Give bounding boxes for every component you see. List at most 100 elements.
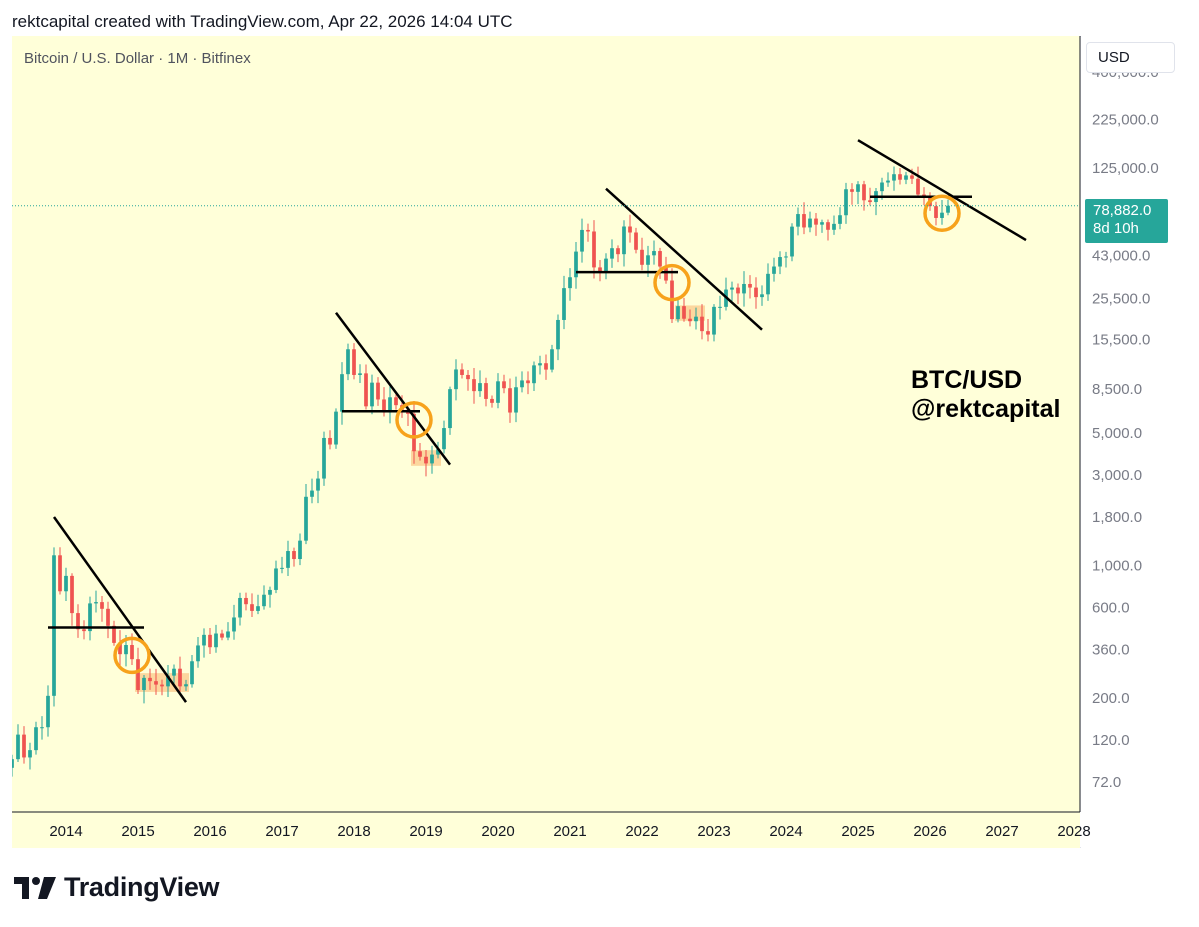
candle-up — [12, 759, 14, 768]
candle-up — [454, 369, 458, 390]
last-price-badge: 78,882.0 8d 10h — [1085, 199, 1168, 243]
candle-up — [166, 675, 170, 687]
candle-down — [82, 629, 86, 632]
candle-up — [274, 568, 278, 590]
candle-down — [70, 575, 74, 614]
candle-down — [250, 604, 254, 611]
candle-up — [40, 727, 44, 729]
price-axis-background — [1081, 36, 1183, 848]
time-tick-label: 2025 — [841, 823, 874, 840]
candle-up — [196, 645, 200, 662]
candle-up — [694, 316, 698, 322]
candle-down — [22, 734, 26, 758]
candle-up — [88, 603, 92, 632]
candle-down — [598, 267, 602, 273]
tradingview-logo-icon — [14, 876, 56, 899]
currency-button[interactable]: USD — [1086, 42, 1175, 73]
candle-down — [502, 381, 506, 389]
price-tick-label: 200.0 — [1092, 690, 1130, 707]
candle-down — [460, 369, 464, 375]
candle-up — [346, 349, 350, 375]
price-tick-label: 125,000.0 — [1092, 160, 1159, 177]
candle-down — [754, 287, 758, 298]
candle-up — [94, 602, 98, 604]
time-tick-label: 2015 — [121, 823, 154, 840]
candle-up — [286, 551, 290, 568]
candle-up — [838, 215, 842, 224]
candle-up — [538, 363, 542, 366]
candle-down — [544, 363, 548, 370]
candles — [12, 166, 950, 777]
highlight-circle[interactable] — [113, 636, 151, 675]
candle-up — [562, 288, 566, 320]
candle-down — [106, 608, 110, 626]
candle-down — [112, 625, 116, 643]
candle-down — [130, 645, 134, 660]
candle-up — [358, 373, 362, 375]
candle-up — [730, 287, 734, 290]
candle-up — [52, 555, 56, 696]
candle-up — [496, 381, 500, 403]
tradingview-wordmark: TradingView — [64, 872, 220, 902]
candle-down — [934, 206, 938, 218]
candle-up — [184, 684, 188, 687]
candle-down — [898, 174, 902, 180]
candle-up — [766, 273, 770, 295]
candle-up — [742, 283, 746, 294]
candle-up — [172, 668, 176, 676]
highlight-circle[interactable] — [923, 194, 961, 233]
price-chart[interactable]: 400,000.0225,000.0125,000.043,000.025,50… — [12, 36, 1183, 848]
candle-up — [646, 255, 650, 265]
candle-up — [388, 397, 392, 413]
downtrend-line[interactable] — [335, 312, 451, 466]
candle-up — [226, 631, 230, 638]
candle-up — [64, 575, 68, 592]
time-tick-label: 2024 — [769, 823, 802, 840]
highlight-circle[interactable] — [395, 401, 433, 439]
candle-up — [334, 411, 338, 445]
time-tick-label: 2021 — [553, 823, 586, 840]
time-tick-label: 2014 — [49, 823, 82, 840]
time-axis: 2014 2015 2016 2017 2018 2019 2020 2021 2022 2023… — [49, 823, 1090, 840]
candle-up — [550, 349, 554, 370]
candle-down — [424, 456, 428, 464]
time-axis-background — [12, 812, 1080, 848]
candle-up — [532, 365, 536, 384]
time-tick-label: 2026 — [913, 823, 946, 840]
symbol-title: Bitcoin / U.S. Dollar · 1M · Bitfinex — [24, 50, 251, 67]
candle-up — [622, 226, 626, 255]
candle-up — [322, 437, 326, 479]
candle-up — [232, 617, 236, 632]
candle-up — [478, 383, 482, 392]
candle-down — [706, 331, 710, 335]
candle-down — [382, 399, 386, 413]
candle-up — [820, 222, 824, 225]
candle-up — [856, 184, 860, 192]
candle-down — [148, 677, 152, 682]
candle-down — [328, 437, 332, 445]
tradingview-footer[interactable]: TradingView — [14, 872, 220, 903]
candle-up — [610, 248, 614, 259]
candle-down — [118, 642, 122, 655]
candle-down — [220, 633, 224, 638]
candle-down — [352, 349, 356, 375]
candle-down — [862, 184, 866, 201]
candle-down — [484, 383, 488, 399]
downtrend-line[interactable] — [857, 139, 1027, 242]
candle-up — [604, 258, 608, 273]
last-price-value: 78,882.0 — [1093, 202, 1152, 219]
price-tick-label: 3,000.0 — [1092, 467, 1142, 484]
candle-up — [832, 223, 836, 230]
time-tick-label: 2019 — [409, 823, 442, 840]
price-tick-label: 360.0 — [1092, 641, 1130, 658]
downtrend-line[interactable] — [605, 187, 763, 331]
candle-up — [142, 677, 146, 691]
downtrend-line[interactable] — [52, 516, 188, 703]
candle-down — [682, 306, 686, 319]
candle-up — [304, 496, 308, 541]
candle-down — [394, 397, 398, 406]
candle-up — [448, 389, 452, 429]
candle-down — [208, 634, 212, 648]
annotation-lines — [48, 139, 1027, 703]
highlight-circle[interactable] — [653, 263, 691, 302]
